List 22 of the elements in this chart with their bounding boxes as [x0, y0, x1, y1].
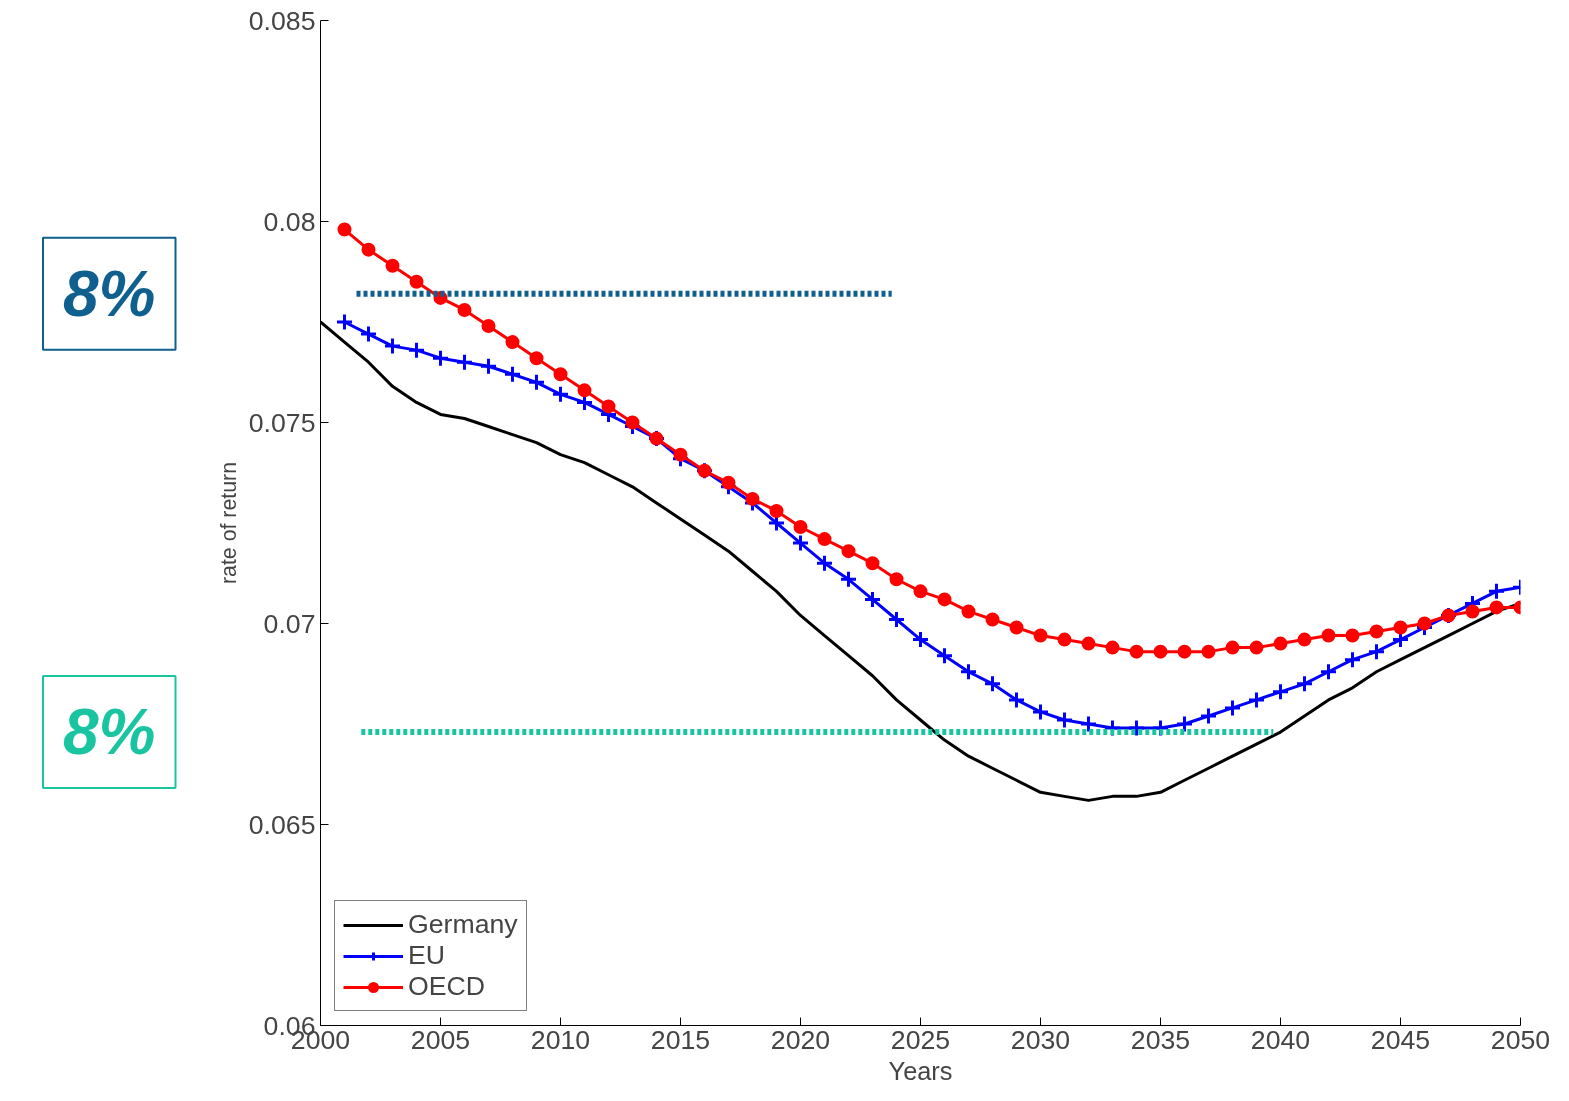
legend-label: OECD [408, 971, 486, 1002]
x-tick-label: 2010 [530, 1024, 591, 1055]
x-tick-label: 2045 [1370, 1024, 1431, 1055]
x-tick-label: 2025 [890, 1024, 951, 1055]
y-tick-label: 0.065 [248, 809, 316, 840]
x-tick-label: 2020 [770, 1024, 831, 1055]
x-axis-title: Years [888, 1056, 953, 1085]
y-tick-label: 0.08 [263, 206, 316, 237]
text: 8% [63, 696, 156, 769]
x-tick-label: 2005 [410, 1024, 471, 1055]
y-axis-title: rate of return [216, 461, 241, 585]
x-tick-label: 2035 [1130, 1024, 1191, 1055]
legend-label: EU [408, 940, 446, 971]
legend-label: Germany [408, 909, 518, 940]
x-tick-label: 2015 [650, 1024, 711, 1055]
x-tick-label: 2050 [1490, 1024, 1551, 1055]
text: 8% [63, 257, 156, 330]
y-tick-label: 0.07 [263, 608, 316, 639]
x-tick-label: 2030 [1010, 1024, 1071, 1055]
y-tick-label: 0.075 [248, 407, 316, 438]
y-tick-label: 0.085 [248, 5, 316, 36]
x-tick-label: 2040 [1250, 1024, 1311, 1055]
